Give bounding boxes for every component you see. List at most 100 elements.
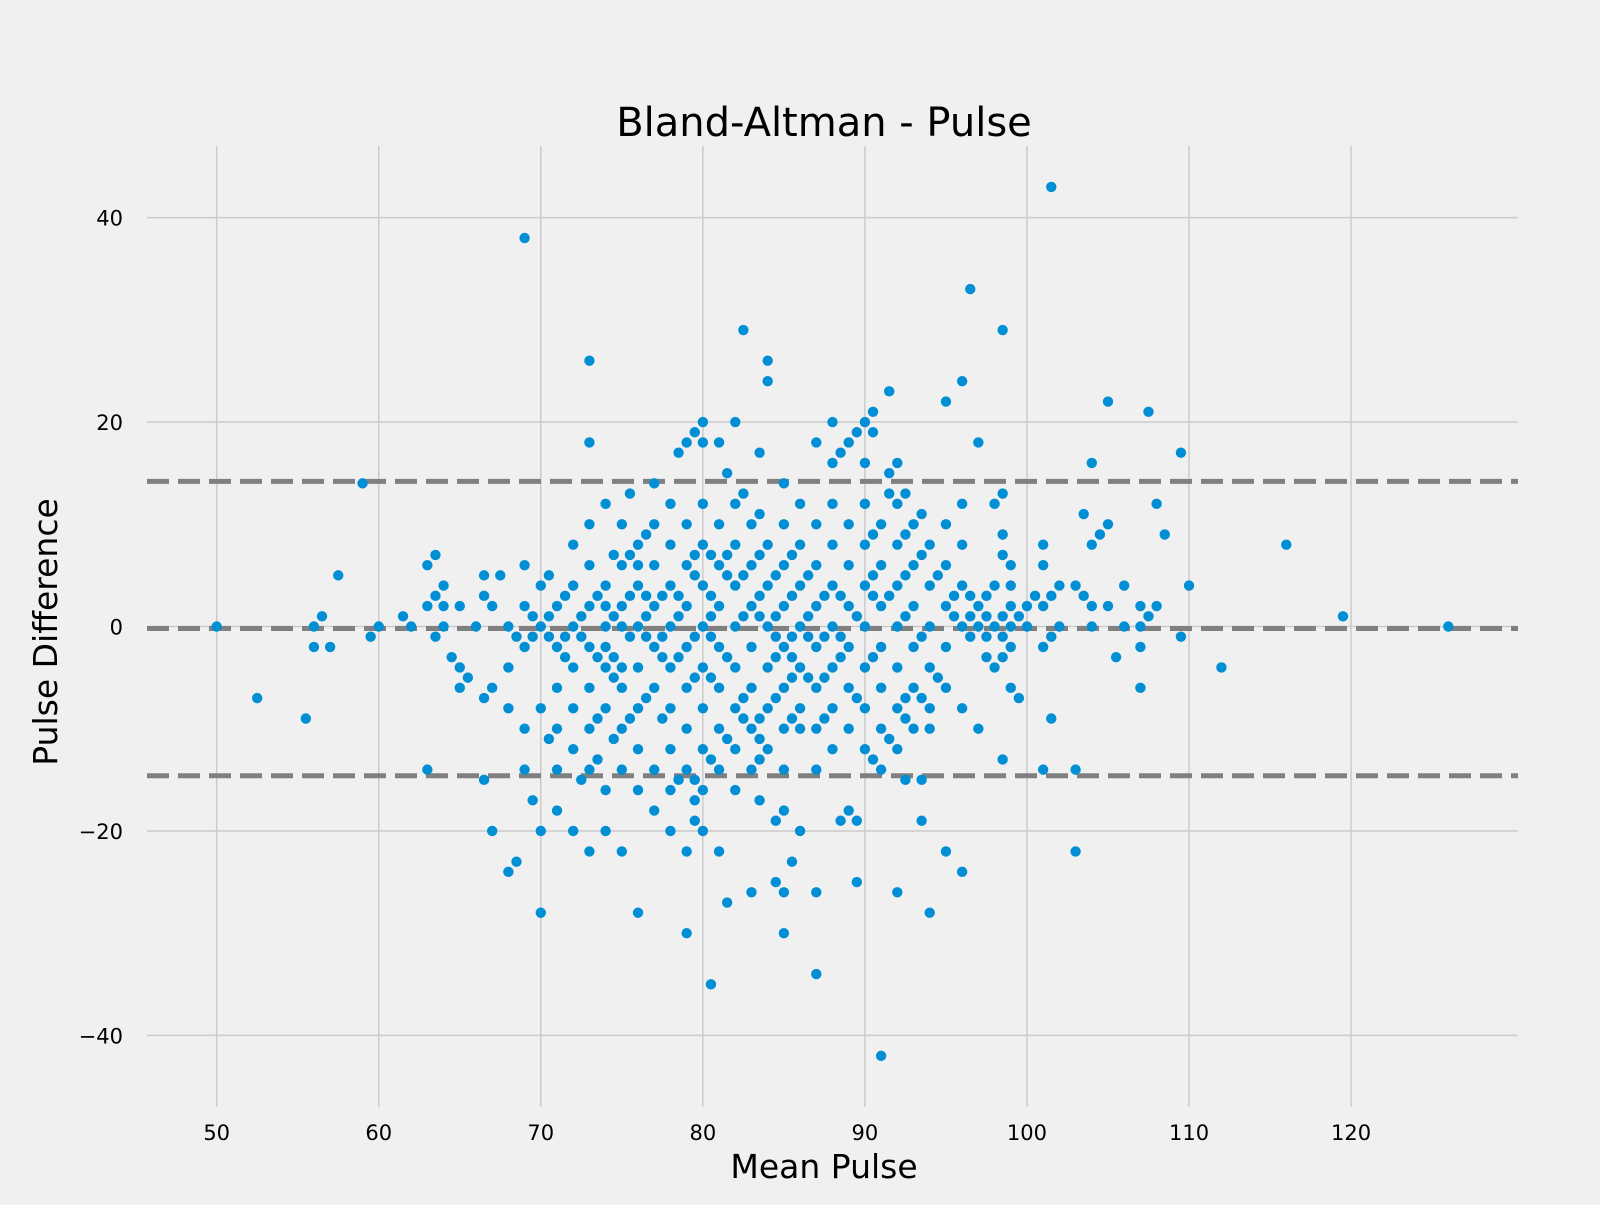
data-point-365: [892, 703, 903, 714]
data-point-459: [1070, 764, 1081, 775]
data-point-166: [681, 682, 692, 694]
data-point-417: [973, 600, 984, 612]
data-point-390: [924, 662, 935, 673]
data-point-301: [819, 672, 830, 683]
data-point-199: [713, 559, 725, 571]
data-point-325: [851, 427, 863, 438]
data-point-324: [843, 805, 854, 816]
data-point-257: [770, 815, 781, 826]
data-point-124: [632, 621, 644, 632]
data-point-235: [754, 447, 765, 458]
data-point-99: [600, 703, 611, 714]
data-point-7: [333, 570, 344, 581]
data-point-212: [730, 416, 741, 428]
data-point-189: [697, 825, 709, 837]
data-point-49: [527, 631, 538, 642]
data-point-383: [916, 631, 927, 642]
data-point-43: [519, 559, 530, 571]
data-point-410: [956, 703, 968, 714]
data-point-448: [1037, 559, 1049, 571]
data-point-428: [997, 324, 1008, 336]
data-point-59: [543, 733, 555, 745]
data-point-251: [762, 743, 773, 755]
data-point-47: [519, 764, 530, 775]
data-point-246: [762, 539, 773, 550]
data-point-240: [754, 713, 765, 724]
data-point-210: [721, 733, 733, 745]
data-point-311: [827, 743, 838, 755]
data-point-145: [657, 651, 668, 663]
data-point-46: [519, 723, 530, 734]
data-point-328: [851, 815, 863, 826]
data-point-209: [721, 651, 733, 663]
data-point-342: [867, 570, 879, 581]
data-point-17: [430, 631, 441, 642]
data-point-207: [721, 549, 733, 561]
data-point-54: [535, 825, 546, 837]
data-point-363: [892, 621, 903, 632]
data-point-291: [811, 559, 822, 571]
data-point-475: [1135, 621, 1146, 632]
data-point-104: [608, 651, 619, 663]
data-point-188: [697, 784, 709, 796]
data-point-174: [689, 631, 700, 642]
data-point-275: [786, 713, 798, 724]
data-point-462: [1078, 590, 1089, 602]
data-point-269: [778, 928, 790, 939]
data-point-472: [1119, 580, 1130, 591]
data-point-53: [535, 703, 546, 714]
data-point-96: [600, 621, 611, 632]
data-point-9: [365, 631, 376, 642]
data-point-309: [827, 662, 838, 673]
data-point-78: [576, 774, 587, 786]
data-point-146: [657, 713, 668, 724]
data-point-364: [892, 662, 903, 673]
x-tick-label-5: 100: [1007, 1121, 1047, 1145]
data-point-227: [746, 519, 757, 530]
x-tick-label-7: 120: [1331, 1121, 1371, 1145]
data-point-293: [811, 641, 822, 653]
data-point-22: [446, 651, 457, 663]
data-point-197: [713, 437, 725, 448]
data-point-487: [1281, 539, 1292, 550]
data-point-415: [965, 631, 976, 642]
data-point-283: [794, 723, 806, 734]
data-point-445: [1021, 621, 1033, 632]
data-point-256: [770, 692, 781, 704]
data-point-12: [405, 621, 417, 632]
data-point-79: [584, 355, 595, 366]
y-axis-label: Pulse Difference: [26, 498, 65, 766]
data-point-409: [956, 621, 968, 632]
data-point-228: [746, 559, 757, 571]
data-point-34: [486, 825, 498, 837]
data-point-440: [1005, 641, 1016, 653]
data-point-339: [867, 406, 879, 418]
data-point-92: [592, 754, 603, 765]
data-point-333: [859, 539, 871, 550]
data-point-397: [940, 519, 952, 530]
data-point-474: [1135, 600, 1146, 612]
data-point-483: [1175, 447, 1187, 458]
data-point-5: [316, 611, 328, 622]
data-point-261: [778, 559, 790, 571]
data-point-116: [624, 488, 636, 499]
data-point-382: [916, 549, 927, 561]
data-point-480: [1151, 498, 1162, 510]
data-point-268: [778, 887, 790, 898]
data-point-361: [892, 539, 903, 550]
data-point-272: [786, 631, 798, 642]
data-point-242: [754, 754, 765, 765]
data-point-150: [665, 621, 676, 632]
data-point-485: [1183, 580, 1195, 591]
data-point-155: [665, 825, 676, 837]
data-point-332: [859, 498, 871, 510]
data-point-288: [802, 672, 814, 683]
data-point-21: [438, 621, 449, 632]
data-point-31: [478, 774, 490, 786]
data-point-341: [867, 529, 879, 540]
data-point-451: [1037, 764, 1049, 775]
data-point-468: [1102, 396, 1114, 407]
data-point-236: [754, 508, 765, 520]
data-point-464: [1086, 539, 1097, 550]
